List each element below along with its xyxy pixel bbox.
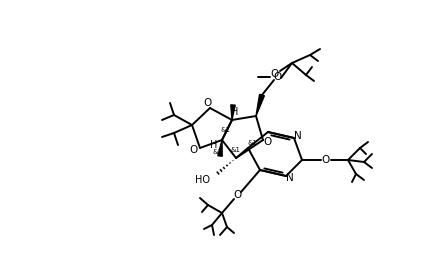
Text: H: H xyxy=(231,107,239,117)
Text: O: O xyxy=(190,145,198,155)
Text: N: N xyxy=(294,131,302,141)
Text: O: O xyxy=(204,98,212,108)
Text: &1: &1 xyxy=(231,147,241,153)
Text: &1: &1 xyxy=(221,127,231,133)
Text: O: O xyxy=(274,72,282,82)
Polygon shape xyxy=(256,94,265,116)
Polygon shape xyxy=(218,140,222,156)
Text: H: H xyxy=(210,140,218,150)
Text: O: O xyxy=(271,69,279,79)
Polygon shape xyxy=(231,105,235,120)
Text: O: O xyxy=(264,137,272,147)
Text: N: N xyxy=(286,173,294,183)
Text: &1: &1 xyxy=(248,140,258,146)
Text: O: O xyxy=(234,190,242,200)
Text: &1: &1 xyxy=(213,149,223,155)
Text: O: O xyxy=(322,155,330,165)
Text: HO: HO xyxy=(195,175,210,185)
